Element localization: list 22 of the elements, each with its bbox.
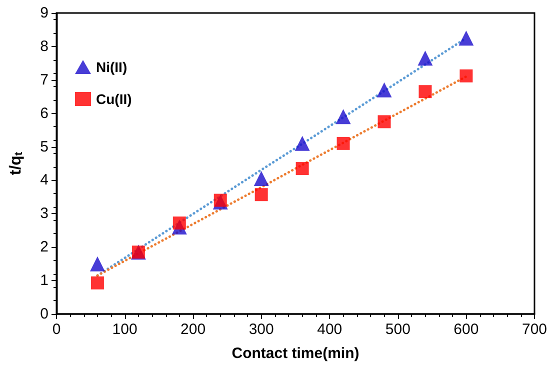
x-tick-label: 600 (454, 321, 479, 338)
y-tick-label: 8 (40, 38, 48, 55)
y-tick-label: 6 (40, 104, 48, 122)
x-tick-label: 700 (522, 321, 547, 338)
y-tick-label: 0 (40, 306, 48, 322)
x-tick-label: 100 (112, 321, 138, 338)
x-tick-label: 500 (385, 321, 410, 338)
x-tick-label: 0 (52, 321, 61, 338)
legend-label: Cu(II) (96, 91, 132, 107)
legend-label: Ni(II) (96, 59, 128, 75)
y-tick-label: 1 (40, 272, 48, 290)
x-tick-label: 200 (180, 321, 206, 338)
x-axis-title: Contact time(min) (232, 345, 360, 362)
y-tick-label: 2 (40, 238, 48, 256)
y-tick-label: 7 (40, 71, 48, 88)
x-tick-label: 400 (317, 321, 342, 338)
y-tick-label: 3 (40, 205, 48, 222)
y-axis-title: t/qt (8, 152, 25, 176)
y-tick-label: 5 (40, 138, 48, 156)
y-tick-label: 9 (40, 4, 48, 22)
x-tick-label: 300 (248, 321, 274, 338)
y-tick-label: 4 (40, 172, 48, 189)
